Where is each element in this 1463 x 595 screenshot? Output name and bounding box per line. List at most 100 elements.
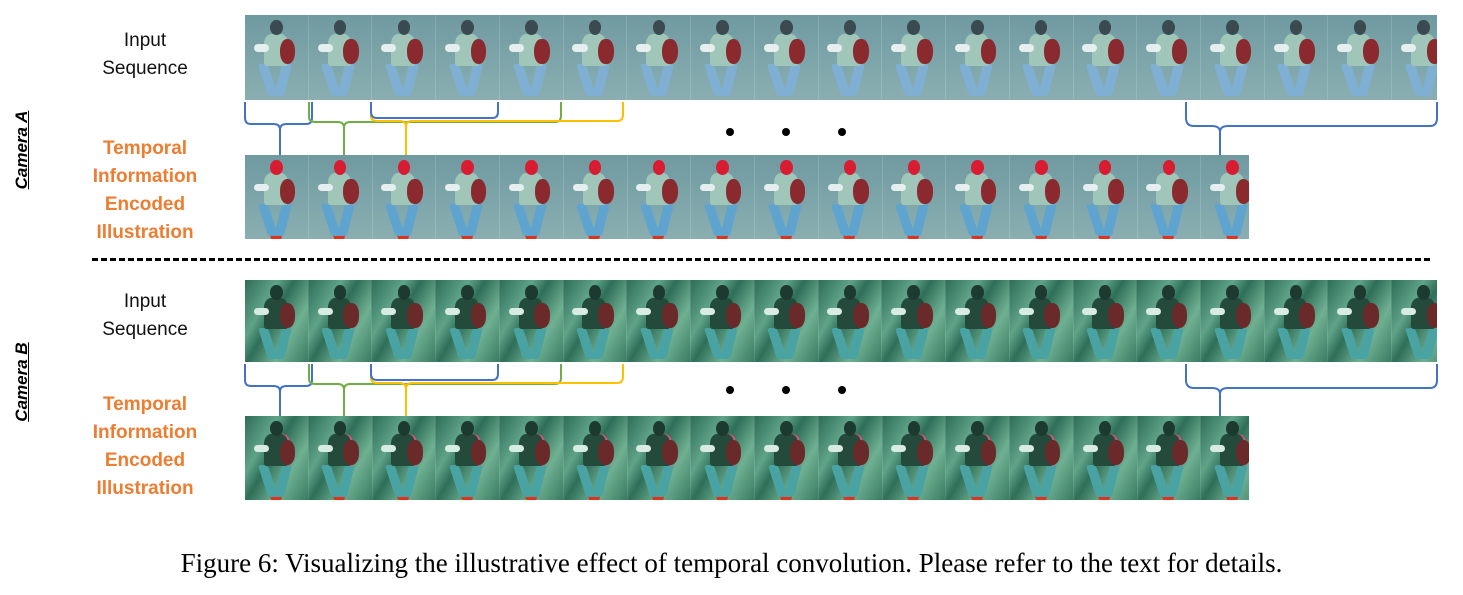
dot [838, 386, 846, 394]
person-arm [444, 307, 461, 316]
person-head [1417, 284, 1430, 300]
person-pack [470, 302, 487, 328]
camera-a-encoded-label: Temporal Information Encoded Illustratio… [70, 135, 220, 247]
person-arm [891, 43, 907, 52]
person-arm [381, 444, 397, 453]
person-head [525, 20, 538, 36]
person-head [588, 421, 602, 437]
person-head [1035, 421, 1048, 437]
video-frame [499, 280, 564, 362]
person-pack [662, 178, 678, 204]
person-head [971, 284, 984, 300]
person-head [333, 284, 347, 300]
person-arm [955, 183, 971, 192]
person-head [1226, 160, 1239, 176]
input-label-line1: Input [123, 291, 167, 312]
person-head [1035, 160, 1048, 176]
person-pack [1108, 302, 1124, 328]
video-frame [691, 15, 755, 100]
person-head [780, 421, 793, 437]
person-arm [1146, 43, 1162, 52]
brace-blue-a [244, 102, 313, 155]
video-frame [691, 155, 755, 239]
video-frame [1328, 280, 1393, 362]
video-frame [691, 416, 755, 500]
encoded-label-line2: Information [92, 166, 198, 187]
person-pack [407, 178, 423, 204]
person-head [907, 421, 921, 437]
person-head [843, 20, 857, 36]
person-arm [763, 183, 779, 192]
person-pack [917, 178, 933, 204]
person-head [652, 284, 666, 300]
person-pack [407, 439, 423, 465]
video-frame [818, 155, 883, 239]
person-head [652, 20, 666, 36]
person-pack [1235, 439, 1249, 465]
video-frame [308, 416, 373, 500]
person-head [1226, 284, 1239, 300]
person-head [716, 160, 729, 176]
person-arm [317, 183, 333, 192]
video-frame [754, 15, 819, 100]
person-pack [343, 302, 359, 328]
person-pack [598, 38, 614, 65]
brace-green-a [308, 102, 562, 155]
person-pack [1044, 439, 1061, 465]
person-pack [725, 302, 742, 328]
person-arm [1401, 43, 1417, 52]
video-frame [500, 155, 564, 239]
person-pack [725, 38, 742, 65]
person-pack [534, 38, 551, 65]
person-pack [1362, 38, 1379, 65]
video-frame [1264, 15, 1329, 100]
person-head [1162, 284, 1175, 300]
video-frame [946, 15, 1010, 100]
person-pack [1426, 302, 1437, 328]
person-head [1226, 421, 1239, 437]
person-pack [1362, 302, 1379, 328]
video-frame [946, 155, 1010, 239]
video-frame [499, 15, 564, 100]
person-arm [1018, 43, 1034, 52]
person-pack [406, 38, 423, 65]
person-arm [445, 444, 461, 453]
input-label-line2: Sequence [102, 58, 188, 79]
person-arm [827, 183, 843, 192]
person-arm [508, 43, 524, 52]
person-pack [789, 302, 806, 328]
video-frame [691, 280, 755, 362]
video-frame [436, 280, 500, 362]
person-arm [636, 307, 652, 316]
video-frame [1010, 155, 1074, 239]
person-arm [253, 444, 269, 453]
person-head [461, 20, 474, 36]
video-frame [946, 416, 1010, 500]
video-frame [1137, 15, 1202, 100]
person-head [397, 160, 411, 176]
brace-yellow-a [370, 102, 624, 155]
person-arm [636, 183, 652, 192]
video-frame [1137, 155, 1202, 239]
video-frame [1073, 280, 1138, 362]
person-head [397, 421, 411, 437]
person-head [1226, 20, 1239, 36]
person-arm [1082, 307, 1098, 316]
person-pack [662, 439, 678, 465]
dot [726, 128, 734, 136]
video-frame [1010, 416, 1074, 500]
encoded-label-line3: Encoded [104, 450, 186, 471]
person-pack [1299, 38, 1315, 65]
video-frame [882, 280, 947, 362]
video-frame [563, 416, 628, 500]
video-frame [436, 15, 500, 100]
video-frame [946, 280, 1010, 362]
video-frame [308, 155, 373, 239]
brace-yellow-b [370, 364, 624, 416]
person-head [397, 284, 411, 300]
person-pack [1172, 439, 1188, 465]
brace-green-b [308, 364, 562, 416]
person-pack [1235, 178, 1249, 204]
encoded-label-line2: Information [92, 422, 198, 443]
video-frame [308, 280, 373, 362]
